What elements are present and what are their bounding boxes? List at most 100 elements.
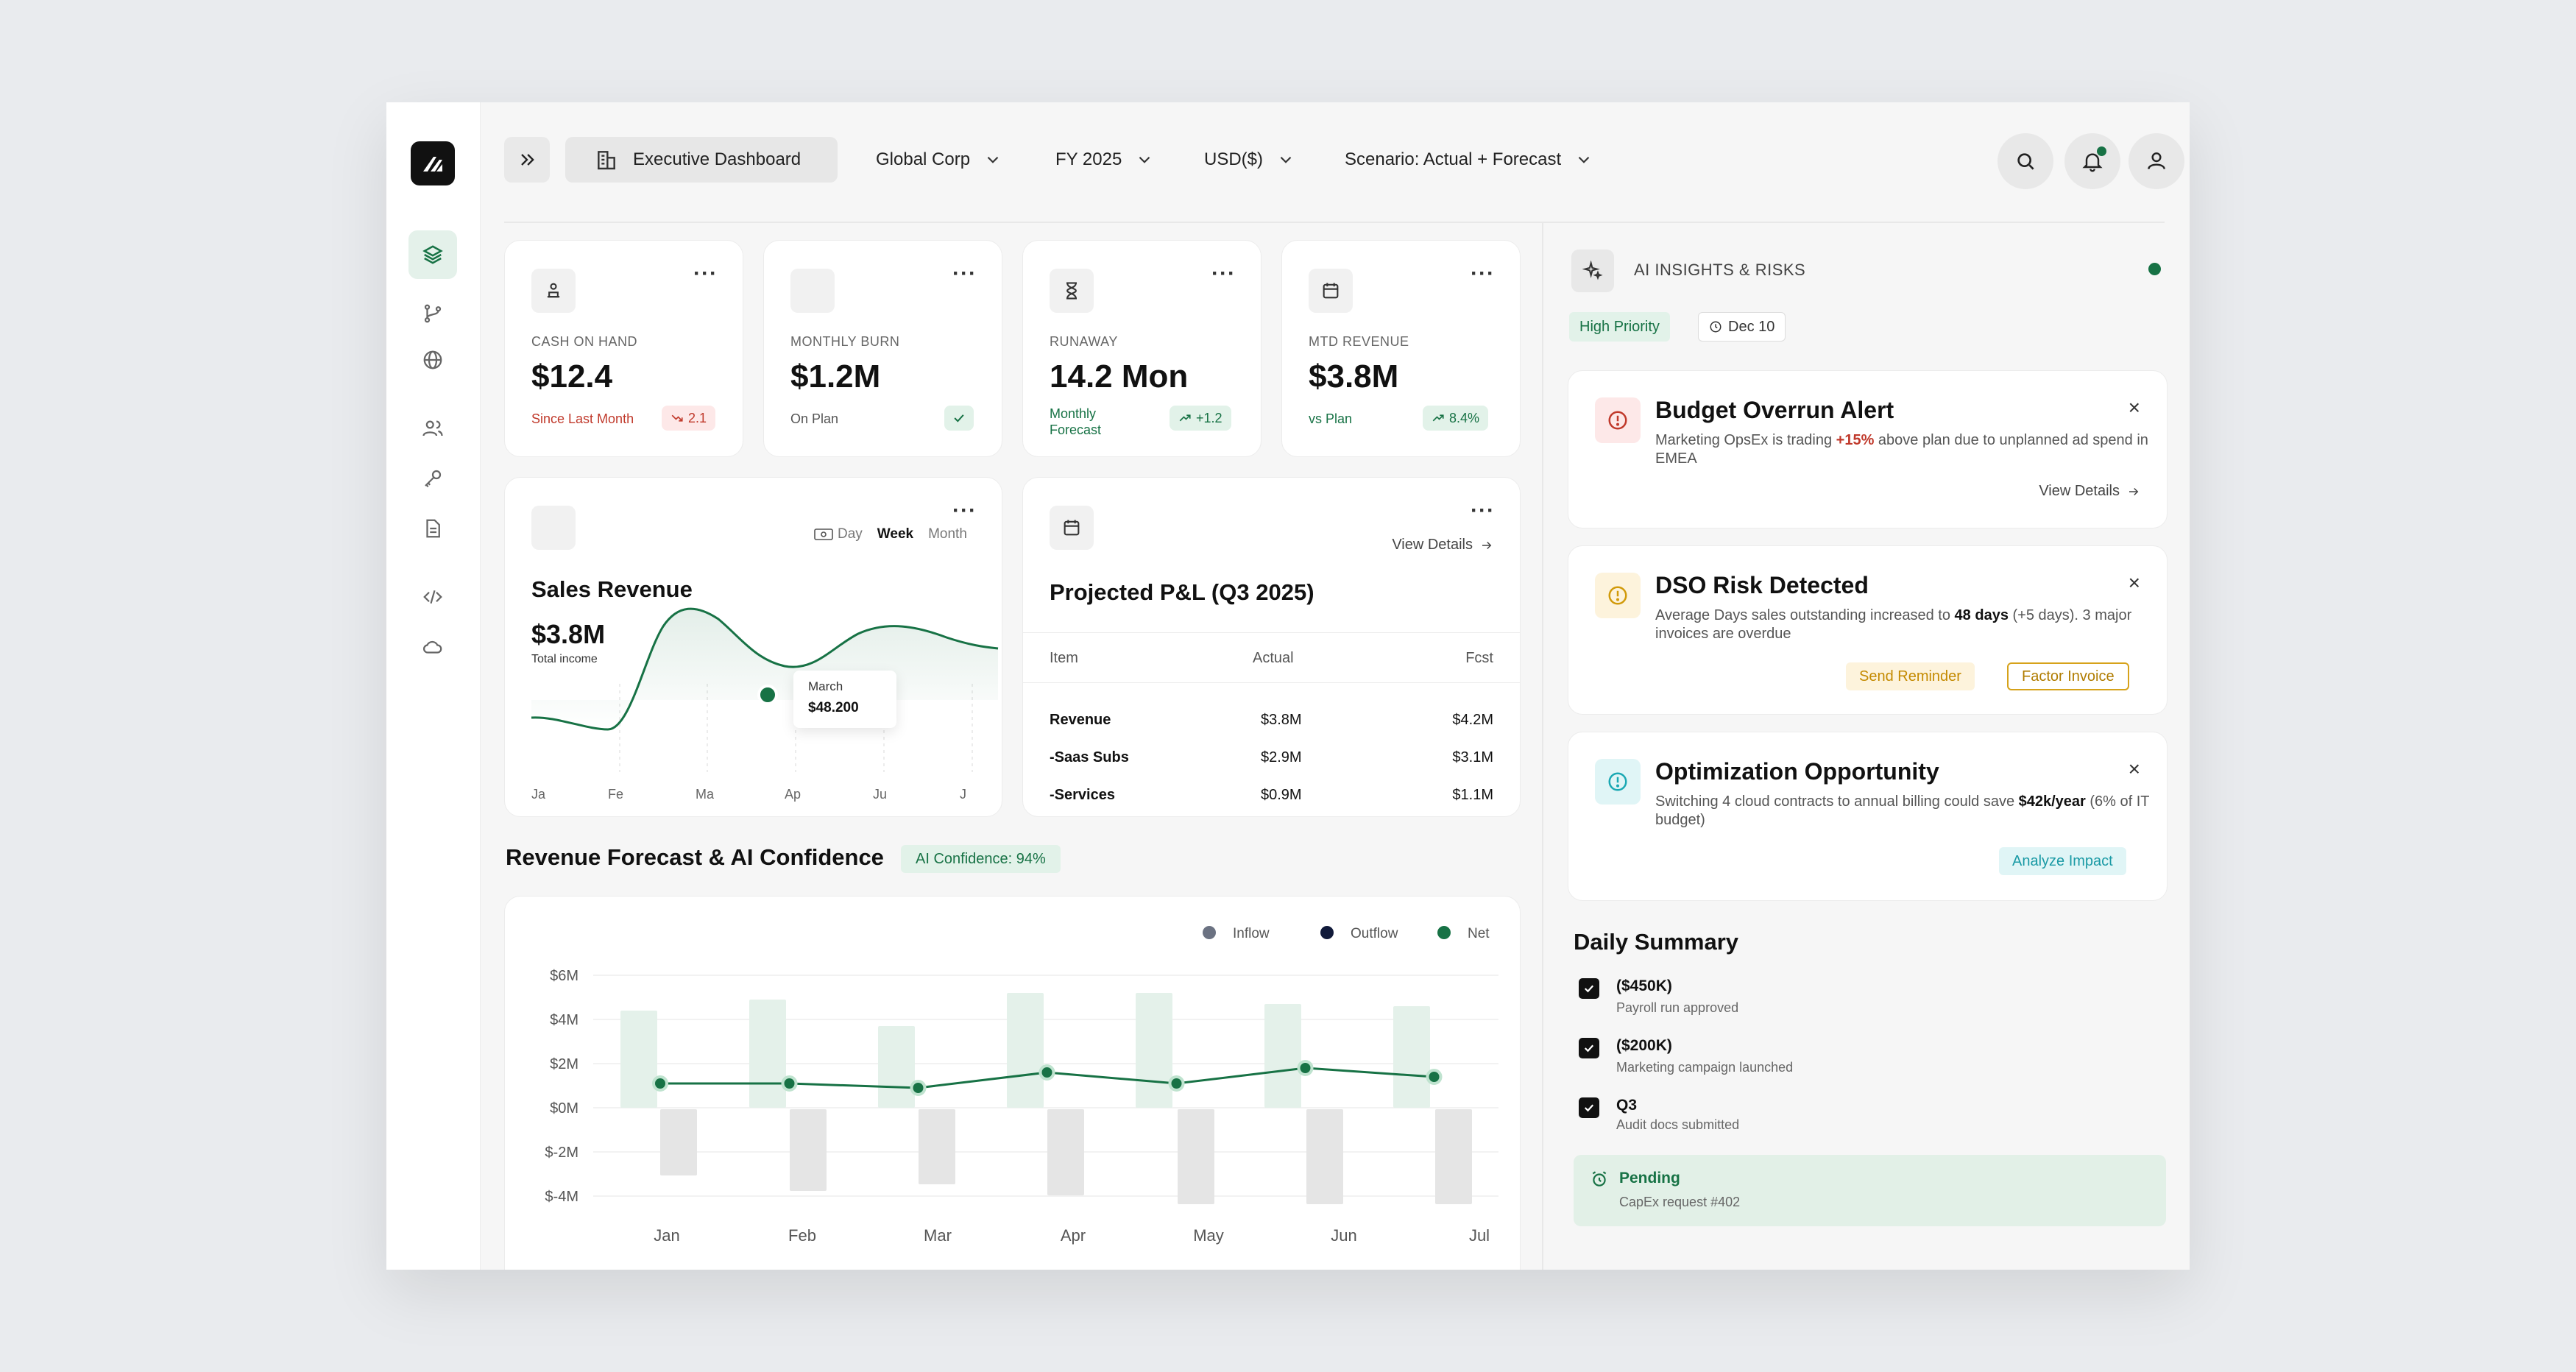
kpi-card-revenue[interactable]: ··· MTD REVENUE $3.8M vs Plan 8.4% bbox=[1281, 240, 1521, 457]
sales-point-marker bbox=[757, 685, 778, 705]
coins-icon bbox=[547, 283, 560, 298]
sidebar-item-cloud[interactable] bbox=[408, 623, 457, 671]
more-options-icon[interactable]: ··· bbox=[1471, 261, 1495, 286]
trend-down-icon bbox=[671, 414, 683, 422]
summary-item-sub: Audit docs submitted bbox=[1616, 1117, 1740, 1132]
send-reminder-button[interactable]: Send Reminder bbox=[1846, 662, 1975, 690]
calendar-icon bbox=[1064, 520, 1080, 536]
factor-invoice-button[interactable]: Factor Invoice bbox=[2007, 662, 2129, 690]
user-icon bbox=[2148, 152, 2165, 170]
alert-body-text: above plan due to unplanned ad spend in … bbox=[1655, 432, 2148, 467]
month-tick: Ma bbox=[696, 787, 715, 802]
kpi-change-badge: +1.2 bbox=[1170, 406, 1231, 431]
sidebar-item-code[interactable] bbox=[408, 573, 457, 621]
close-icon[interactable]: × bbox=[2128, 571, 2140, 594]
sidebar-item-globe[interactable] bbox=[408, 336, 457, 384]
kpi-card-burn[interactable]: ··· MONTHLY BURN $1.2M On Plan bbox=[763, 240, 1002, 457]
period-month[interactable]: Month bbox=[928, 526, 967, 542]
period-week[interactable]: Week bbox=[877, 526, 914, 542]
x-tick-label: Jun bbox=[1331, 1226, 1356, 1245]
sales-icon-box bbox=[531, 506, 576, 550]
inflow-bar bbox=[1264, 1004, 1301, 1108]
pnl-view-details-link[interactable]: View Details bbox=[1392, 537, 1493, 554]
more-options-icon[interactable]: ··· bbox=[1211, 261, 1236, 286]
more-options-icon[interactable]: ··· bbox=[1471, 498, 1495, 523]
kpi-badge-value: 2.1 bbox=[688, 410, 707, 425]
kpi-label: CASH ON HAND bbox=[531, 334, 638, 349]
expand-sidebar-button[interactable] bbox=[504, 137, 550, 183]
sidebar-item-layers[interactable] bbox=[408, 230, 457, 279]
fiscal-year-dropdown[interactable]: FY 2025 bbox=[1055, 137, 1154, 183]
alert-body: Average Days sales outstanding increased… bbox=[1655, 607, 2156, 643]
document-icon bbox=[426, 519, 440, 538]
globe-icon bbox=[423, 350, 442, 369]
outflow-bar bbox=[1178, 1109, 1214, 1204]
company-dropdown[interactable]: Global Corp bbox=[876, 137, 1002, 183]
alert-body-text: (+5 days). 3 major invoices are overdue bbox=[1655, 607, 2132, 642]
kpi-label: MTD REVENUE bbox=[1309, 334, 1409, 349]
pending-title: Pending bbox=[1619, 1170, 1680, 1187]
legend-dot bbox=[1437, 926, 1451, 939]
executive-dashboard-button[interactable]: Executive Dashboard bbox=[565, 137, 838, 183]
sidebar-item-documents[interactable] bbox=[408, 504, 457, 553]
alert-icon-box bbox=[1595, 573, 1641, 618]
pending-card[interactable]: Pending CapEx request #402 bbox=[1574, 1155, 2166, 1226]
legend-label: Net bbox=[1468, 926, 1490, 941]
view-details-label: View Details bbox=[1392, 537, 1473, 553]
tooltip-value: $48.200 bbox=[808, 700, 859, 715]
y-tick-label: $2M bbox=[550, 1056, 578, 1072]
pnl-actual: $0.9M bbox=[1261, 787, 1302, 803]
legend-label: Inflow bbox=[1233, 926, 1270, 941]
net-point bbox=[1038, 1064, 1055, 1081]
dashboard-label: Executive Dashboard bbox=[633, 149, 802, 169]
sidebar-item-keys[interactable] bbox=[408, 454, 457, 503]
currency-dropdown[interactable]: USD($) bbox=[1204, 137, 1295, 183]
alert-body-highlight: +15% bbox=[1836, 432, 1875, 448]
code-icon bbox=[423, 590, 442, 604]
alert-title: Optimization Opportunity bbox=[1655, 758, 1939, 785]
app-logo[interactable] bbox=[411, 141, 455, 185]
alert-body-text: Switching 4 cloud contracts to annual bi… bbox=[1655, 793, 2019, 810]
view-details-link[interactable]: View Details bbox=[2039, 483, 2140, 500]
kpi-card-runway[interactable]: ··· RUNAWAY 14.2 Mon Monthly Forecast +1… bbox=[1022, 240, 1262, 457]
analyze-impact-button[interactable]: Analyze Impact bbox=[1999, 847, 2126, 875]
alert-title: Budget Overrun Alert bbox=[1655, 397, 1894, 423]
more-options-icon[interactable]: ··· bbox=[693, 261, 718, 286]
period-day[interactable]: Day bbox=[814, 526, 863, 542]
month-tick: Ja bbox=[531, 787, 546, 802]
trend-up-icon bbox=[1179, 414, 1191, 422]
clock-icon bbox=[1710, 321, 1722, 333]
pnl-actual: $2.9M bbox=[1261, 749, 1302, 765]
search-button[interactable] bbox=[1998, 133, 2053, 189]
summary-checkbox[interactable] bbox=[1579, 978, 1599, 999]
close-icon[interactable]: × bbox=[2128, 396, 2140, 419]
table-row: Revenue $3.8M $4.2M bbox=[1023, 703, 1520, 740]
outflow-bar bbox=[919, 1109, 955, 1184]
sidebar-item-branches[interactable] bbox=[408, 289, 457, 338]
kpi-card-cash[interactable]: ··· CASH ON HAND $12.4 Since Last Month … bbox=[504, 240, 743, 457]
pnl-actual: $3.8M bbox=[1261, 712, 1302, 728]
summary-item-title: ($200K) bbox=[1616, 1037, 1672, 1054]
check-icon bbox=[1584, 985, 1594, 993]
summary-checkbox[interactable] bbox=[1579, 1038, 1599, 1058]
cloud-icon bbox=[422, 640, 442, 654]
chevron-down-icon bbox=[1578, 156, 1590, 163]
net-point bbox=[652, 1075, 668, 1092]
more-options-icon[interactable]: ··· bbox=[952, 498, 977, 523]
close-icon[interactable]: × bbox=[2128, 757, 2140, 780]
y-tick-label: $4M bbox=[550, 1012, 578, 1028]
sparkles-icon bbox=[1582, 261, 1603, 280]
kpi-check-badge bbox=[944, 406, 974, 431]
more-options-icon[interactable]: ··· bbox=[952, 261, 977, 286]
sidebar-item-users[interactable] bbox=[408, 404, 457, 453]
view-details-label: View Details bbox=[2039, 483, 2120, 499]
sales-revenue-card: ··· Day Week Month Sales Revenue $3.8M T… bbox=[504, 477, 1002, 817]
notifications-button[interactable] bbox=[2064, 133, 2120, 189]
inflow-bar bbox=[878, 1026, 915, 1108]
summary-checkbox[interactable] bbox=[1579, 1097, 1599, 1118]
profile-button[interactable] bbox=[2129, 133, 2184, 189]
info-circle-icon bbox=[1608, 772, 1627, 791]
legend-dot bbox=[1203, 926, 1216, 939]
arrow-right-icon bbox=[1482, 541, 1492, 549]
scenario-dropdown[interactable]: Scenario: Actual + Forecast bbox=[1345, 137, 1593, 183]
